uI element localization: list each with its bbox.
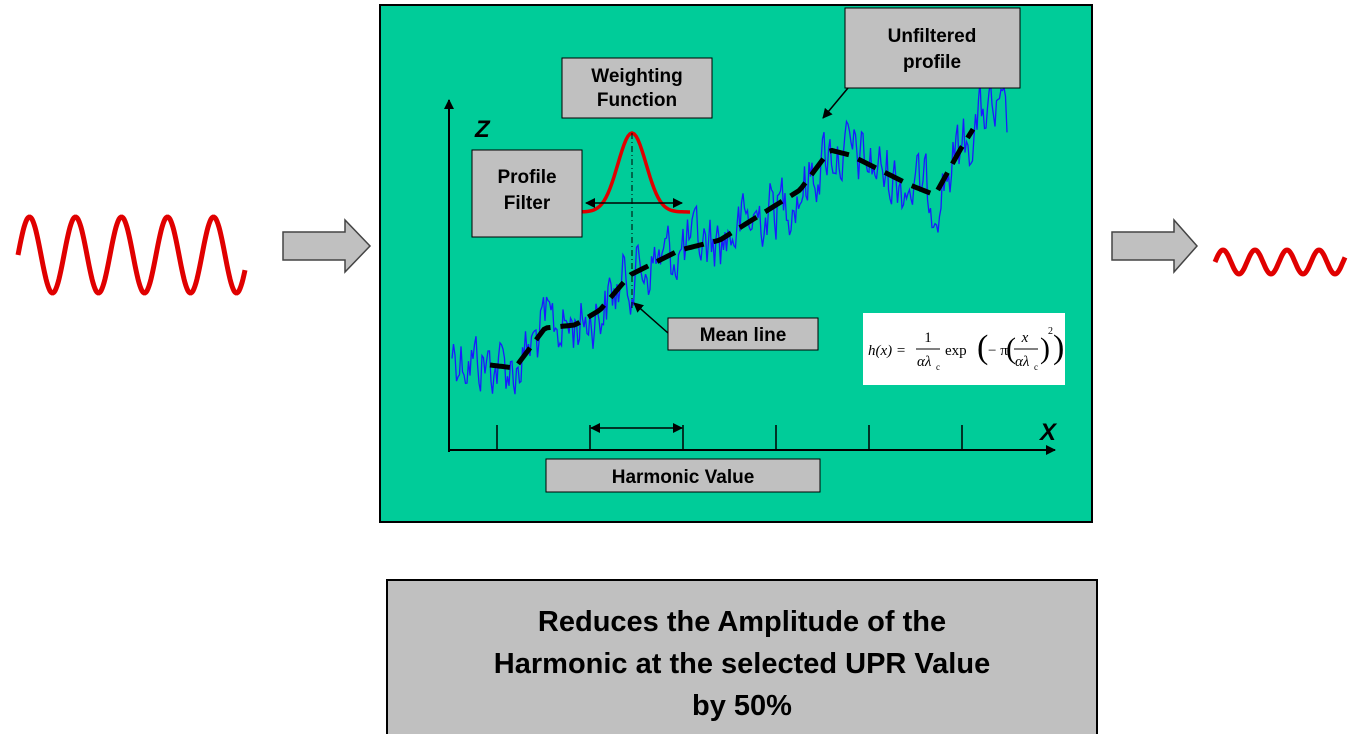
formula-text: − π (988, 343, 1008, 359)
label-box (667, 317, 819, 351)
formula-text: h(x) = (868, 343, 906, 359)
paren: ( (977, 329, 988, 366)
filter-panel (379, 4, 1093, 523)
formula-text: αλ (917, 354, 932, 370)
formula-text: c (936, 362, 940, 372)
formula-text: exp (945, 343, 967, 359)
unfiltered-pointer (822, 87, 849, 119)
caption-line: Reduces the Amplitude of the (538, 606, 946, 638)
label-text: Unfiltered (888, 26, 977, 47)
formula-text: c (1034, 362, 1038, 372)
formula-text: αλ (1015, 354, 1030, 370)
paren: ) (1053, 329, 1064, 366)
label-text: Function (597, 90, 677, 111)
label-text: Filter (504, 193, 551, 214)
label-text: Harmonic Value (612, 467, 755, 488)
output-wave (1212, 247, 1348, 277)
paren: ) (1040, 332, 1050, 365)
label-box (471, 149, 583, 238)
formula: h(x) = 1 αλ c exp ( − π ( x αλ c ) 2 ) (868, 326, 1064, 372)
label-text: Mean line (700, 325, 787, 346)
caption-line: Harmonic at the selected UPR Value (494, 648, 990, 680)
label-box (545, 458, 821, 493)
input-arrow (282, 218, 372, 274)
caption-line: by 50% (692, 690, 792, 722)
label-text: Weighting (591, 66, 682, 87)
caption-box (386, 579, 1098, 734)
label-text: Profile (497, 167, 556, 188)
mean-pointer (633, 302, 669, 334)
x-label: X (1038, 419, 1058, 446)
output-arrow (1111, 218, 1199, 274)
formula-text: 1 (924, 330, 932, 346)
formula-text: x (1021, 330, 1029, 346)
label-box (561, 57, 713, 119)
label-text: profile (903, 52, 961, 73)
input-wave (15, 214, 248, 296)
formula-text: 2 (1048, 326, 1053, 337)
label-box (844, 7, 1021, 89)
mean-line (489, 127, 976, 371)
paren: ( (1006, 332, 1016, 365)
z-label: Z (474, 116, 491, 143)
